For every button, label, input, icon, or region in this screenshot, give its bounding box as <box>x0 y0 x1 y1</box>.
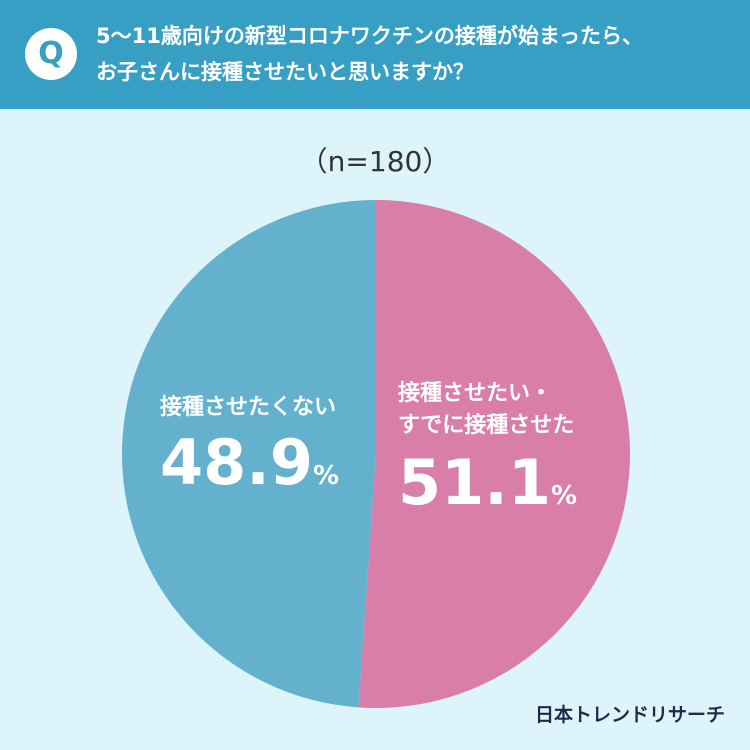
slice-label-not-vaccinate: 接種させたくない 48.9% <box>160 392 339 511</box>
slice-value-number: 48.9 <box>160 426 313 499</box>
slice-label-vaccinate: 接種させたい・ すでに接種させた 51.1% <box>398 378 577 531</box>
sample-size-label: （n=180） <box>299 145 451 178</box>
pie-slice-not-vaccinate <box>122 200 377 708</box>
slice-value-unit: % <box>550 481 578 511</box>
slice-value-unit: % <box>312 461 340 491</box>
question-line-2: お子さんに接種させたいと思いますか？ <box>96 60 474 84</box>
slice-value-not-vaccinate: 48.9% <box>160 428 339 511</box>
question-text: 5〜11歳向けの新型コロナワクチンの接種が始まったら、 お子さんに接種させたいと… <box>96 18 736 90</box>
slice-category-not-vaccinate: 接種させたくない <box>160 395 337 420</box>
slice-category-vaccinate-line1: 接種させたい・ <box>398 381 553 406</box>
slice-category-vaccinate-line2: すでに接種させた <box>398 413 575 438</box>
slice-value-number: 51.1 <box>398 446 551 519</box>
pie-slice-vaccinate <box>358 200 631 708</box>
question-line-1: 5〜11歳向けの新型コロナワクチンの接種が始まったら、 <box>96 24 643 48</box>
question-header: Q 5〜11歳向けの新型コロナワクチンの接種が始まったら、 お子さんに接種させた… <box>0 0 750 109</box>
brand-logo-text: 日本トレンドリサーチ <box>534 704 725 726</box>
slice-value-vaccinate: 51.1% <box>398 448 577 531</box>
q-badge: Q <box>25 28 77 80</box>
